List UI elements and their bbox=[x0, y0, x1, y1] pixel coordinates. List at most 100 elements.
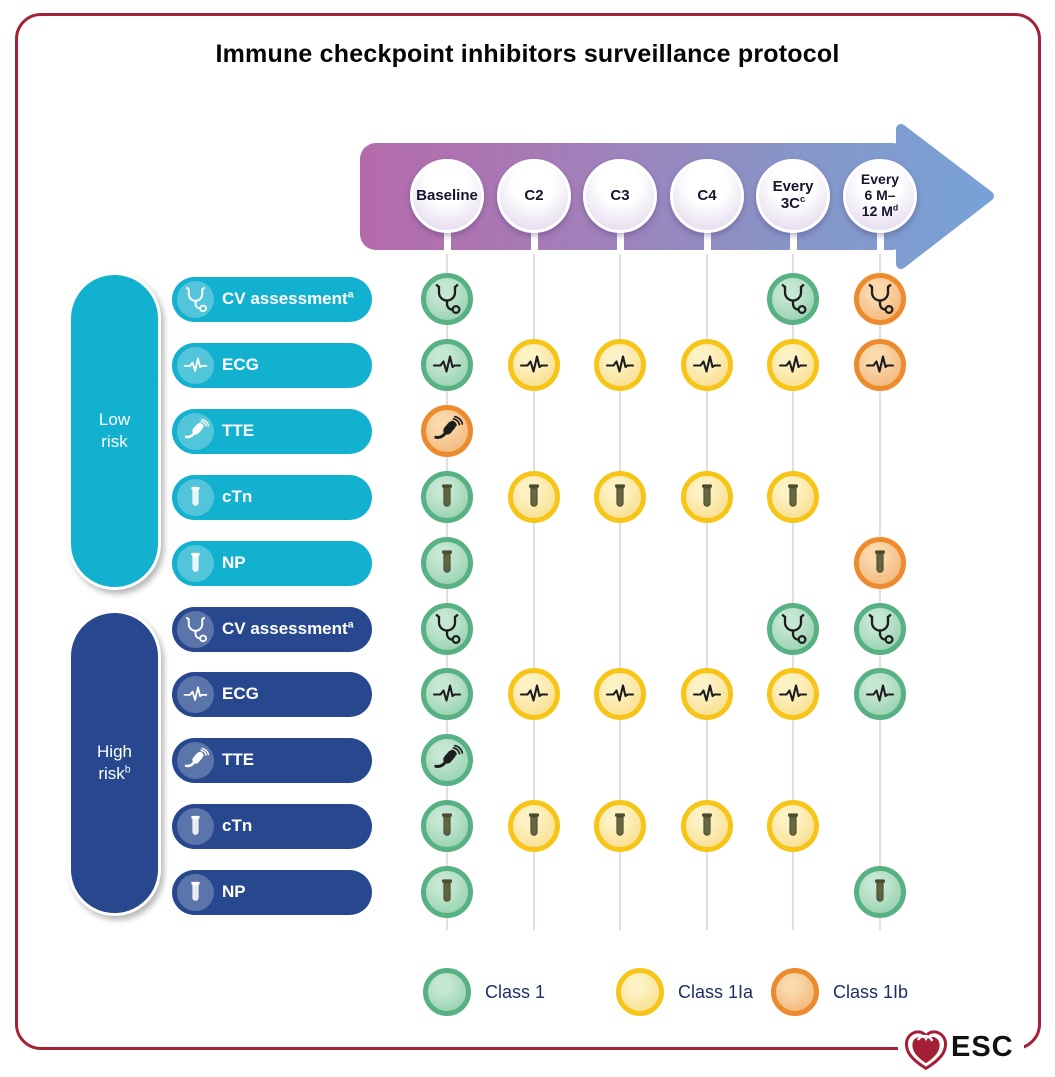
risk-pill-low-risk: Low risk bbox=[68, 272, 161, 590]
grid-line-every-6-12m bbox=[879, 250, 881, 930]
stem-baseline bbox=[443, 226, 451, 254]
row-pill-high-risk-cv-assessment: CV assessmenta bbox=[172, 606, 372, 652]
mark-high-risk-ecg-every-3c bbox=[767, 668, 819, 720]
mark-high-risk-ecg-c2 bbox=[508, 668, 560, 720]
stethoscope-icon bbox=[781, 614, 807, 645]
timeline-node-every-3c: Every 3Cc bbox=[756, 159, 830, 233]
row-label: TTE bbox=[222, 421, 255, 440]
timeline-node-label: C2 bbox=[524, 186, 544, 204]
ecg-icon bbox=[778, 355, 808, 373]
mark-high-risk-cv-assessment-every-3c bbox=[767, 603, 819, 655]
test-tube-icon bbox=[875, 879, 885, 902]
mark-low-risk-cv-assessment-every-3c bbox=[767, 273, 819, 325]
grid-line-c2 bbox=[533, 250, 535, 930]
risk-pill-label: High riskb bbox=[97, 741, 132, 783]
test-tube-icon bbox=[615, 484, 625, 507]
timeline-node-label: Every 6 M– 12 Md bbox=[860, 171, 900, 219]
timeline-node-c4: C4 bbox=[670, 159, 744, 233]
row-pill-high-risk-tte: TTE bbox=[172, 737, 372, 783]
legend-label-class2a: Class 1Ia bbox=[678, 982, 754, 1002]
mark-high-risk-ctn-every-3c bbox=[767, 800, 819, 852]
ecg-icon bbox=[432, 684, 462, 702]
stem-every-6-12m bbox=[876, 226, 884, 254]
stethoscope-icon bbox=[868, 614, 894, 645]
test-tube-icon bbox=[702, 813, 712, 836]
legend-swatch-class2a bbox=[616, 968, 664, 1016]
timeline-node-label: C4 bbox=[697, 186, 717, 204]
ultrasound-probe-icon bbox=[434, 744, 463, 768]
test-tube-icon bbox=[529, 484, 539, 507]
ecg-icon bbox=[865, 355, 895, 373]
mark-low-risk-ecg-baseline bbox=[421, 339, 473, 391]
mark-low-risk-ecg-every-3c bbox=[767, 339, 819, 391]
test-tube-icon bbox=[191, 815, 200, 835]
mark-low-risk-cv-assessment-every-6-12m bbox=[854, 273, 906, 325]
mark-low-risk-ecg-every-6-12m bbox=[854, 339, 906, 391]
test-tube-icon bbox=[875, 550, 885, 573]
ultrasound-probe-icon bbox=[434, 415, 463, 439]
row-icon-circle bbox=[177, 807, 214, 845]
ecg-icon bbox=[432, 355, 462, 373]
row-pill-high-risk-ctn: cTn bbox=[172, 803, 372, 849]
mark-high-risk-ctn-c3 bbox=[594, 800, 646, 852]
grid-line-every-3c bbox=[792, 250, 794, 930]
mark-high-risk-ecg-every-6-12m bbox=[854, 668, 906, 720]
legend-swatch-class2b bbox=[771, 968, 819, 1016]
row-icon-circle bbox=[177, 873, 214, 911]
timeline-node-label: Baseline bbox=[416, 186, 478, 204]
ecg-icon bbox=[865, 684, 895, 702]
mark-high-risk-cv-assessment-baseline bbox=[421, 603, 473, 655]
row-pill-low-risk-cv-assessment: CV assessmenta bbox=[172, 276, 372, 322]
mark-low-risk-ctn-baseline bbox=[421, 471, 473, 523]
timeline-node-label: C3 bbox=[610, 186, 630, 204]
legend-swatch-class1 bbox=[423, 968, 471, 1016]
mark-low-risk-tte-baseline bbox=[421, 405, 473, 457]
ultrasound-probe-icon bbox=[184, 418, 209, 438]
mark-low-risk-cv-assessment-baseline bbox=[421, 273, 473, 325]
row-label: NP bbox=[222, 553, 246, 572]
ecg-icon bbox=[605, 684, 635, 702]
row-label: cTn bbox=[222, 487, 253, 506]
grid-line-baseline bbox=[446, 250, 448, 930]
mark-high-risk-ecg-c4 bbox=[681, 668, 733, 720]
test-tube-icon bbox=[191, 486, 200, 506]
ecg-icon bbox=[519, 355, 549, 373]
stethoscope-icon bbox=[868, 284, 894, 315]
mark-low-risk-ecg-c4 bbox=[681, 339, 733, 391]
row-icon-circle bbox=[177, 280, 214, 318]
row-icon-circle bbox=[177, 346, 214, 384]
test-tube-icon bbox=[442, 813, 452, 836]
mark-low-risk-ctn-every-3c bbox=[767, 471, 819, 523]
mark-high-risk-np-every-6-12m bbox=[854, 866, 906, 918]
ecg-icon bbox=[692, 684, 722, 702]
ecg-icon bbox=[605, 355, 635, 373]
mark-high-risk-ctn-baseline bbox=[421, 800, 473, 852]
figure-title: Immune checkpoint inhibitors surveillanc… bbox=[215, 40, 840, 68]
mark-high-risk-ecg-baseline bbox=[421, 668, 473, 720]
stem-c2 bbox=[530, 226, 538, 254]
row-pill-low-risk-tte: TTE bbox=[172, 408, 372, 454]
grid-line-c3 bbox=[619, 250, 621, 930]
stethoscope-icon bbox=[781, 284, 807, 315]
mark-low-risk-np-every-6-12m bbox=[854, 537, 906, 589]
ecg-icon bbox=[692, 355, 722, 373]
mark-high-risk-ctn-c4 bbox=[681, 800, 733, 852]
mark-high-risk-ctn-c2 bbox=[508, 800, 560, 852]
row-icon-circle bbox=[177, 544, 214, 582]
esc-heart-icon bbox=[904, 1030, 948, 1071]
risk-pill-label: Low risk bbox=[98, 409, 131, 451]
row-label: CV assessmenta bbox=[222, 288, 354, 308]
risk-pill-high-risk: High riskb bbox=[68, 610, 161, 916]
ecg-icon bbox=[183, 356, 208, 372]
test-tube-icon bbox=[191, 552, 200, 572]
test-tube-icon bbox=[615, 813, 625, 836]
mark-high-risk-np-baseline bbox=[421, 866, 473, 918]
row-icon-circle bbox=[177, 741, 214, 779]
row-label: ECG bbox=[222, 684, 259, 703]
timeline-node-every-6-12m: Every 6 M– 12 Md bbox=[843, 159, 917, 233]
row-icon-circle bbox=[177, 412, 214, 450]
test-tube-icon bbox=[788, 813, 798, 836]
row-icon-circle bbox=[177, 610, 214, 648]
test-tube-icon bbox=[442, 550, 452, 573]
grid-line-c4 bbox=[706, 250, 708, 930]
